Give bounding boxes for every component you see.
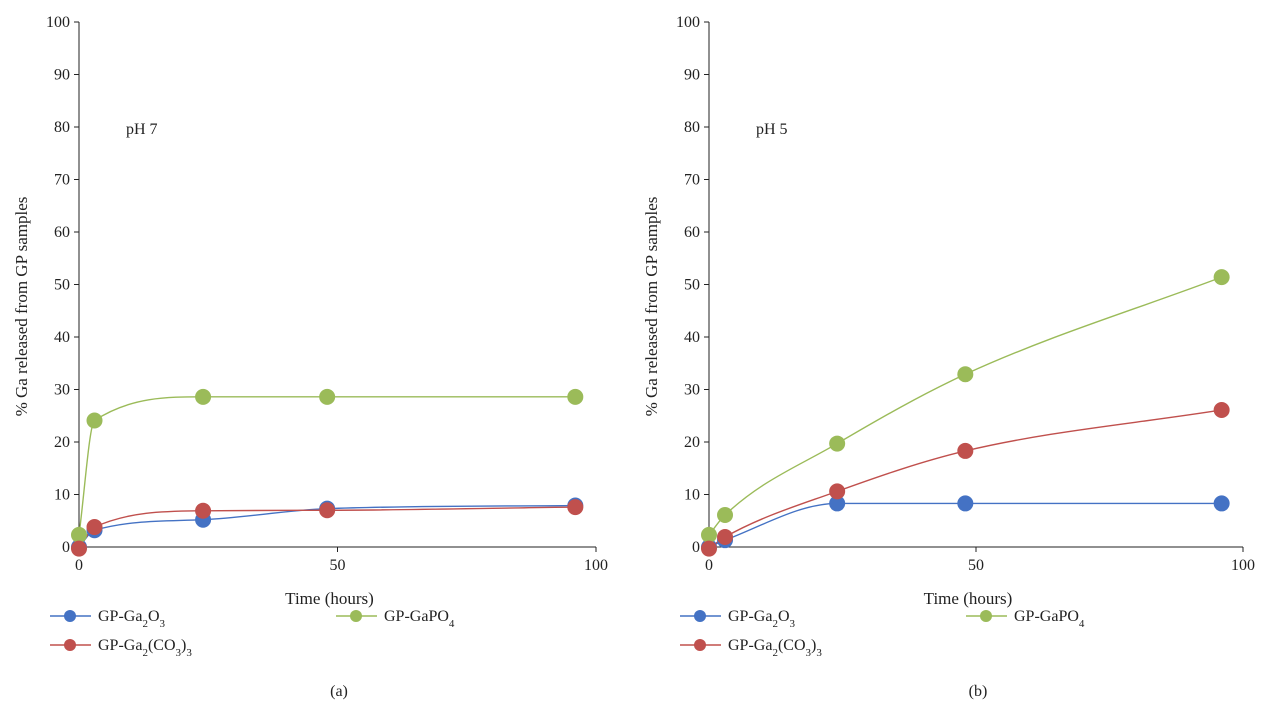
y-tick-label-a-100: 100 [46, 14, 70, 31]
y-tick-label-b-100: 100 [676, 14, 700, 31]
data-point-a-1-4 [567, 388, 584, 405]
y-tick-label-a-20: 20 [54, 434, 70, 451]
panel-label-a: (a) [330, 683, 348, 700]
y-tick-label-b-10: 10 [684, 487, 700, 504]
data-point-b-0-4 [1213, 495, 1230, 512]
x-tick-label-a-0: 0 [75, 557, 83, 574]
legend-marker-a-2 [64, 639, 76, 651]
legend-marker-b-1 [980, 610, 992, 622]
y-tick-label-a-70: 70 [54, 172, 70, 189]
y-tick-label-a-90: 90 [54, 67, 70, 84]
data-point-b-1-4 [1213, 269, 1230, 286]
y-tick-label-b-90: 90 [684, 67, 700, 84]
legend-label-a-1: GP-GaPO4 [384, 608, 455, 630]
y-tick-label-a-30: 30 [54, 382, 70, 399]
legend-label-b-0: GP-Ga2O3 [728, 608, 796, 630]
y-tick-label-b-0: 0 [692, 539, 700, 556]
x-axis-title-a: Time (hours) [285, 589, 374, 608]
legend-label-a-2: GP-Ga2(CO3)3 [98, 637, 192, 659]
legend-label-b-1: GP-GaPO4 [1014, 608, 1085, 630]
ph-note-a: pH 7 [126, 121, 158, 138]
series-line-a-1 [78, 396, 576, 536]
data-point-b-0-2 [829, 495, 846, 512]
chart-panel-b: 0 10 20 30 40 50 60 70 80 90 100 0 50 100 Time (hours)… [642, 14, 1255, 700]
y-tick-label-b-40: 40 [684, 329, 700, 346]
y-tick-label-b-50: 50 [684, 277, 700, 294]
x-tick-label-b-100: 100 [1231, 557, 1255, 574]
legend-marker-a-0 [64, 610, 76, 622]
legend-label-b-2: GP-Ga2(CO3)3 [728, 637, 822, 659]
data-point-b-0-3 [957, 495, 974, 512]
ph-note-b: pH 5 [756, 121, 788, 138]
y-axis-title-b: % Ga released from GP samples [642, 197, 661, 417]
data-point-b-2-1 [717, 529, 734, 546]
data-point-a-2-3 [319, 502, 336, 519]
chart-panel-a: 0 10 20 30 40 50 60 70 80 90 100 0 50 100 Time (hours)… [12, 14, 608, 700]
data-point-a-1-2 [195, 388, 212, 405]
x-tick-label-a-100: 100 [584, 557, 608, 574]
legend-marker-b-2 [694, 639, 706, 651]
y-tick-label-b-30: 30 [684, 382, 700, 399]
y-tick-label-a-10: 10 [54, 487, 70, 504]
y-tick-label-b-70: 70 [684, 172, 700, 189]
legend-marker-a-1 [350, 610, 362, 622]
y-tick-label-a-80: 80 [54, 119, 70, 136]
y-tick-label-b-60: 60 [684, 224, 700, 241]
x-axis-title-b: Time (hours) [924, 589, 1013, 608]
data-point-b-1-0 [701, 526, 717, 543]
legend-label-a-0: GP-Ga2O3 [98, 608, 166, 630]
data-point-b-1-3 [957, 366, 974, 383]
data-point-b-2-3 [957, 442, 974, 459]
x-tick-label-a-50: 50 [330, 557, 346, 574]
x-tick-label-b-0: 0 [705, 557, 713, 574]
y-tick-label-b-20: 20 [684, 434, 700, 451]
data-point-b-1-2 [829, 435, 846, 452]
series-line-b-2 [708, 409, 1222, 550]
data-point-b-2-2 [829, 483, 846, 500]
legend-marker-b-0 [694, 610, 706, 622]
y-tick-label-a-60: 60 [54, 224, 70, 241]
data-point-a-1-3 [319, 388, 336, 405]
data-point-a-2-4 [567, 499, 584, 516]
data-point-b-2-0 [701, 540, 717, 557]
data-point-a-2-1 [86, 519, 103, 536]
data-point-a-1-1 [86, 412, 103, 429]
data-point-b-2-4 [1213, 401, 1230, 418]
y-axis-title-a: % Ga released from GP samples [12, 197, 31, 417]
y-tick-label-a-40: 40 [54, 329, 70, 346]
data-point-a-2-2 [195, 502, 212, 519]
data-point-a-2-0 [71, 540, 87, 557]
y-tick-label-a-50: 50 [54, 277, 70, 294]
x-tick-label-b-50: 50 [968, 557, 984, 574]
y-tick-label-a-0: 0 [62, 539, 70, 556]
panel-label-b: (b) [969, 683, 988, 700]
y-tick-label-b-80: 80 [684, 119, 700, 136]
data-point-b-1-1 [717, 506, 734, 523]
data-point-a-1-0 [71, 526, 87, 543]
